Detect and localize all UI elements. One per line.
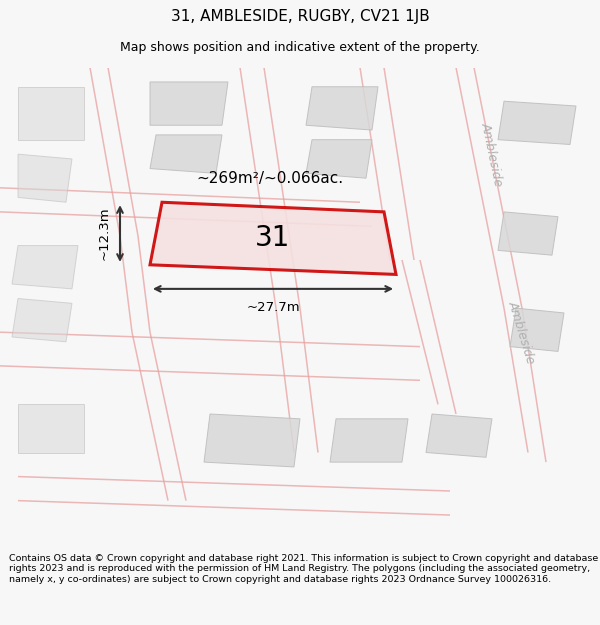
Polygon shape xyxy=(150,202,396,274)
Polygon shape xyxy=(18,87,84,139)
Polygon shape xyxy=(498,212,558,255)
Polygon shape xyxy=(12,246,78,289)
Polygon shape xyxy=(12,299,72,342)
Polygon shape xyxy=(426,414,492,458)
Text: Map shows position and indicative extent of the property.: Map shows position and indicative extent… xyxy=(120,41,480,54)
Text: Contains OS data © Crown copyright and database right 2021. This information is : Contains OS data © Crown copyright and d… xyxy=(9,554,598,584)
Polygon shape xyxy=(306,139,372,178)
Polygon shape xyxy=(18,404,84,452)
Text: 31, AMBLESIDE, RUGBY, CV21 1JB: 31, AMBLESIDE, RUGBY, CV21 1JB xyxy=(170,9,430,24)
Text: ~269m²/~0.066ac.: ~269m²/~0.066ac. xyxy=(196,171,344,186)
Text: Ambleside: Ambleside xyxy=(506,299,538,366)
Text: ~27.7m: ~27.7m xyxy=(246,301,300,314)
Polygon shape xyxy=(18,154,72,202)
Text: ~12.3m: ~12.3m xyxy=(98,207,111,261)
Polygon shape xyxy=(306,87,378,130)
Text: Ambleside: Ambleside xyxy=(479,121,505,188)
Polygon shape xyxy=(150,82,228,125)
Text: 31: 31 xyxy=(256,224,290,253)
Polygon shape xyxy=(510,308,564,351)
Polygon shape xyxy=(498,101,576,144)
Polygon shape xyxy=(204,414,300,467)
Polygon shape xyxy=(150,135,222,173)
Polygon shape xyxy=(330,419,408,462)
